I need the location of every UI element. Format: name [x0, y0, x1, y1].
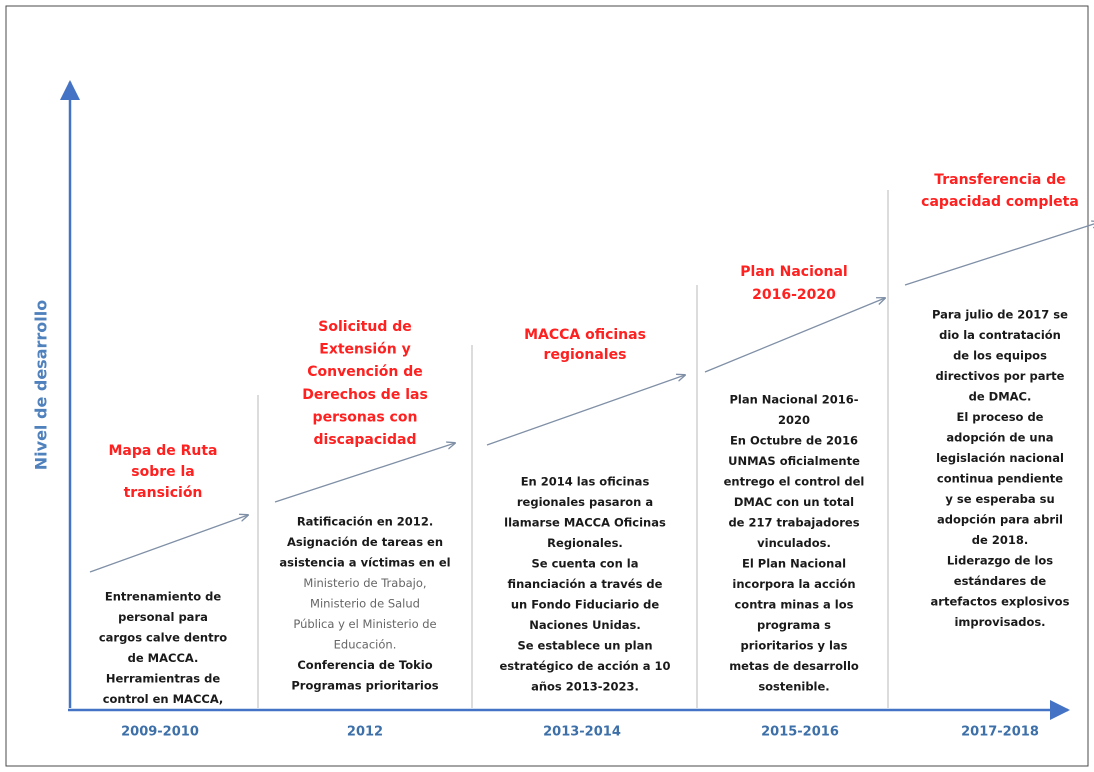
stage-description: En 2014 las oficinas — [521, 475, 650, 489]
stage-description: y se esperaba su — [945, 492, 1054, 506]
stage-description: Conferencia de Tokio — [297, 658, 432, 672]
stage-title: Transferencia de — [934, 172, 1066, 188]
stage-description: En Octubre de 2016 — [730, 434, 858, 448]
stage-description: Pública y el Ministerio de — [293, 617, 436, 631]
stage-title: Derechos de las — [302, 387, 428, 403]
stage-description: incorpora la acción — [732, 577, 855, 591]
stage-description: Educación. — [334, 638, 397, 652]
stage-title: Mapa de Ruta — [109, 443, 218, 459]
stage-description: Para julio de 2017 se — [932, 308, 1068, 322]
stage-description: estratégico de acción a 10 — [500, 659, 671, 673]
period-label: 2013-2014 — [543, 725, 621, 740]
progress-arrow — [486, 375, 685, 446]
stage-description: adopción de una — [946, 431, 1053, 445]
stage-description: de los equipos — [953, 349, 1047, 363]
stage-description: Naciones Unidas. — [529, 618, 641, 632]
progress-arrow — [274, 443, 455, 503]
stage-description: estándares de — [954, 574, 1047, 588]
stage-title: MACCA oficinas — [524, 327, 646, 343]
stage-description: financiación a través de — [508, 577, 663, 591]
stage-description: improvisados. — [954, 615, 1045, 629]
stage-description: Ministerio de Trabajo, — [303, 576, 426, 590]
stage-description: entrego el control del — [724, 475, 865, 489]
stage-title: regionales — [544, 347, 627, 363]
stage-description: DMAC con un total — [734, 495, 854, 509]
stage-description: programa s — [757, 618, 831, 632]
stage-description: Entrenamiento de — [105, 590, 222, 604]
stage-title: Solicitud de — [318, 319, 411, 335]
stage-description: control en MACCA, — [103, 692, 224, 706]
stage-description: sostenible. — [758, 680, 829, 694]
period-label: 2012 — [347, 725, 383, 740]
stage-description: dio la contratación — [939, 328, 1061, 342]
stage-description: de DMAC. — [969, 390, 1032, 404]
stage-description: artefactos explosivos — [931, 595, 1070, 609]
stage-description: Programas prioritarios — [291, 679, 438, 693]
stage-description: Regionales. — [547, 536, 623, 550]
stage-description: Herramientras de — [106, 672, 220, 686]
progress-arrow — [89, 515, 248, 573]
stage-description: continua pendiente — [937, 472, 1063, 486]
stage-description: llamarse MACCA Oficinas — [504, 516, 666, 530]
stage-description: 2020 — [778, 413, 810, 427]
y-axis-label: Nivel de desarrollo — [32, 300, 51, 470]
stage-description: adopción para abril — [937, 513, 1063, 527]
stage-description: de MACCA. — [128, 651, 199, 665]
stage-description: regionales pasaron a — [517, 495, 653, 509]
stage-description: de 2018. — [972, 533, 1028, 547]
period-label: 2017-2018 — [961, 725, 1039, 740]
stage-description: Ministerio de Salud — [310, 597, 420, 611]
stage-title: capacidad completa — [921, 194, 1079, 210]
progress-arrow — [904, 222, 1094, 286]
stage-title: personas con — [313, 409, 418, 425]
stage-description: directivos por parte — [936, 369, 1065, 383]
frame — [5, 5, 1089, 767]
stage-description: Asignación de tareas en — [287, 535, 443, 549]
progress-arrow — [704, 298, 885, 373]
stage-description: Se establece un plan — [517, 639, 652, 653]
stage-description: prioritarios y las — [740, 639, 847, 653]
stage-description: asistencia a víctimas en el — [279, 556, 450, 570]
stage-title: transición — [124, 485, 203, 501]
stage-title: Plan Nacional — [740, 264, 847, 280]
stage-title: discapacidad — [314, 432, 417, 448]
stage-description: Plan Nacional 2016- — [729, 393, 858, 407]
stage-description: años 2013-2023. — [531, 680, 639, 694]
stage-description: Ratificación en 2012. — [297, 515, 433, 529]
stage-description: El Plan Nacional — [742, 557, 846, 571]
stage-title: Convención de — [307, 364, 423, 380]
period-label: 2009-2010 — [121, 725, 199, 740]
stage-title: 2016-2020 — [752, 287, 836, 303]
stage-description: contra minas a los — [734, 598, 853, 612]
stage-description: Se cuenta con la — [532, 557, 639, 571]
stage-description: legislación nacional — [936, 451, 1064, 465]
period-label: 2015-2016 — [761, 725, 839, 740]
stage-description: Liderazgo de los — [947, 554, 1053, 568]
stage-title: sobre la — [131, 464, 195, 480]
stage-description: de 217 trabajadores — [728, 516, 859, 530]
stage-description: El proceso de — [956, 410, 1043, 424]
stage-description: un Fondo Fiduciario de — [511, 598, 659, 612]
stage-description: cargos calve dentro — [99, 631, 227, 645]
stage-title: Extensión y — [319, 342, 410, 358]
stage-description: metas de desarrollo — [729, 659, 859, 673]
stage-description: UNMAS oficialmente — [728, 454, 860, 468]
stage-description: personal para — [118, 610, 208, 624]
stage-description: vinculados. — [757, 536, 831, 550]
